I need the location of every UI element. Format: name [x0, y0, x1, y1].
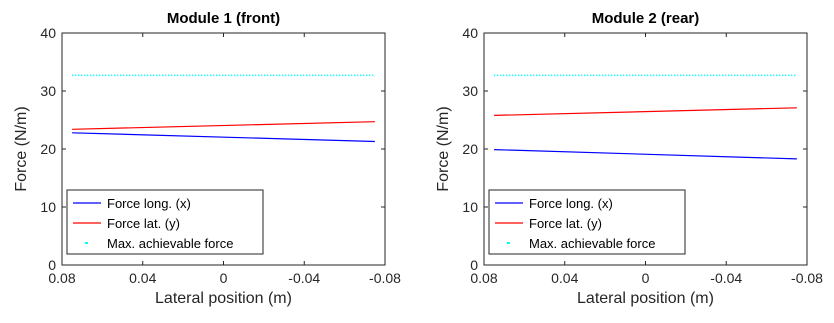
y-tick-label: 0 [48, 257, 56, 273]
y-tick-label: 40 [462, 25, 478, 41]
legend: Force long. (x) Force lat. (y) Max. achiev… [488, 189, 686, 255]
x-tick-label: -0.04 [288, 270, 320, 286]
chart-title: Module 1 (front) [167, 10, 280, 27]
chart-panel-2: Module 2 (rear) 0 10 20 30 40 0.08 0.04 0 -0.04 -0… [435, 10, 823, 307]
chart-title: Module 2 (rear) [592, 10, 700, 27]
x-tick-label: 0.08 [470, 270, 497, 286]
x-tick-label: -0.08 [791, 270, 823, 286]
legend-label-3: Max. achievable force [529, 236, 655, 251]
x-axis-label: Lateral position (m) [155, 290, 292, 307]
series-line-2 [494, 107, 797, 116]
y-tick-label: 40 [40, 25, 56, 41]
chart-panel-1: Module 1 (front) 0 10 20 30 40 0.08 0.04 0 -0.04 -… [13, 10, 401, 307]
x-axis-label: Lateral position (m) [577, 290, 714, 307]
x-tick-label: 0.04 [129, 270, 156, 286]
legend-label-3: Max. achievable force [107, 236, 233, 251]
legend-box [66, 189, 264, 255]
series-line-1 [494, 149, 797, 160]
x-tick-label: 0.08 [48, 270, 75, 286]
series-line-2 [72, 121, 375, 130]
x-tick-label: -0.08 [369, 270, 401, 286]
legend-label-1: Force long. (x) [107, 196, 191, 211]
legend: Force long. (x) Force lat. (y) Max. achiev… [66, 189, 264, 255]
x-tick-label: 0.04 [551, 270, 578, 286]
y-tick-label: 30 [462, 83, 478, 99]
x-tick-label: 0 [642, 270, 650, 286]
legend-box [488, 189, 686, 255]
legend-label-1: Force long. (x) [529, 196, 613, 211]
y-tick-label: 20 [40, 141, 56, 157]
legend-label-2: Force lat. (y) [107, 216, 180, 231]
y-tick-label: 10 [40, 199, 56, 215]
y-tick-label: 10 [462, 199, 478, 215]
y-axis-label: Force (N/m) [435, 106, 452, 191]
y-tick-label: 30 [40, 83, 56, 99]
x-tick-label: 0 [220, 270, 228, 286]
y-tick-label: 0 [470, 257, 478, 273]
series-line-1 [72, 132, 375, 143]
x-tick-label: -0.04 [710, 270, 742, 286]
legend-label-2: Force lat. (y) [529, 216, 602, 231]
y-axis-label: Force (N/m) [13, 106, 30, 191]
y-tick-label: 20 [462, 141, 478, 157]
